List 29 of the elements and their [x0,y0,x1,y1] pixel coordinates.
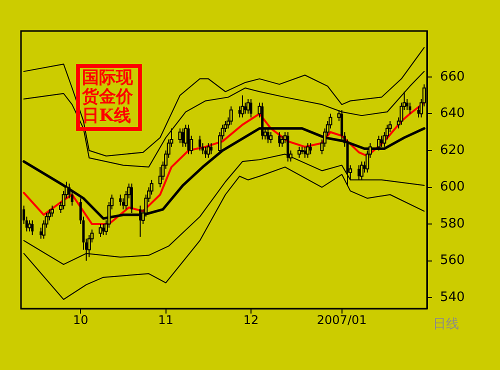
candlestick [278,132,281,148]
candlestick [250,98,252,118]
x-tick-label: 12 [243,312,259,327]
candlestick [182,128,184,148]
candlestick [130,183,133,214]
candlestick [122,198,124,210]
text: 国际现货金价日K线 [76,64,142,131]
y-tick-label: 620 [440,142,465,158]
y-tick-label: 560 [440,253,465,268]
x-tick-label: 10 [72,312,88,327]
candlestick [408,102,412,114]
y-tick-label: 540 [440,290,465,305]
candlestick [31,220,34,236]
y-tick-label: 660 [440,69,465,84]
candlestick [102,224,105,236]
candlestick [244,102,247,114]
candlestick [198,135,202,151]
candlestick [119,194,122,206]
y-tick-label: 640 [440,106,465,122]
text: 日线 [433,316,459,333]
candlestick [358,164,360,180]
x-tick-label: 2007/01 [316,312,367,327]
candlestick [304,146,306,158]
y-tick-label: 580 [440,216,465,232]
candlestick [309,142,312,155]
candlestick [417,106,420,118]
candlestick [210,142,212,155]
y-tick-label: 600 [440,180,465,195]
x-tick-label: 11 [158,312,174,327]
